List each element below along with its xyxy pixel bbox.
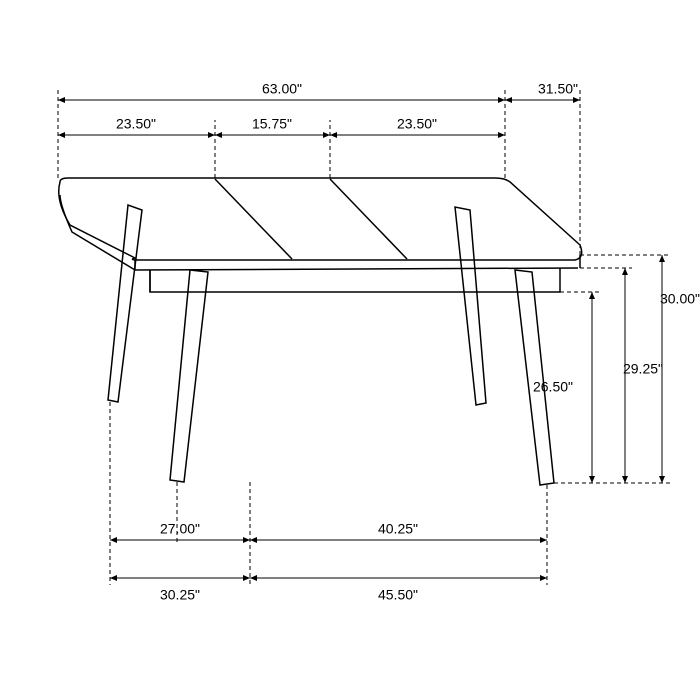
dim-seg-left: 23.50"	[116, 116, 156, 132]
dim-bot-45: 45.50"	[378, 587, 418, 603]
dim-height-26: 26.50"	[533, 379, 573, 395]
dim-top-overall: 63.00"	[262, 81, 302, 97]
dim-seg-mid: 15.75"	[252, 116, 292, 132]
dim-bot-27: 27.00"	[160, 521, 200, 537]
right-dimensions: 29.25" 26.50" 30.00"	[533, 255, 700, 483]
dim-height-29: 29.25"	[623, 361, 663, 377]
svg-text:30.00": 30.00"	[660, 291, 700, 307]
dim-seg-right: 23.50"	[397, 116, 437, 132]
dim-bot-30: 30.25"	[160, 587, 200, 603]
bottom-dimensions: 27.00" 40.25" 30.25" 45.50"	[110, 402, 547, 603]
table-drawing	[59, 178, 582, 485]
dim-bot-40: 40.25"	[378, 521, 418, 537]
top-dimensions: 63.00" 31.50" 23.50" 15.75" 23.50"	[58, 81, 580, 255]
dim-depth: 31.50"	[538, 81, 578, 97]
